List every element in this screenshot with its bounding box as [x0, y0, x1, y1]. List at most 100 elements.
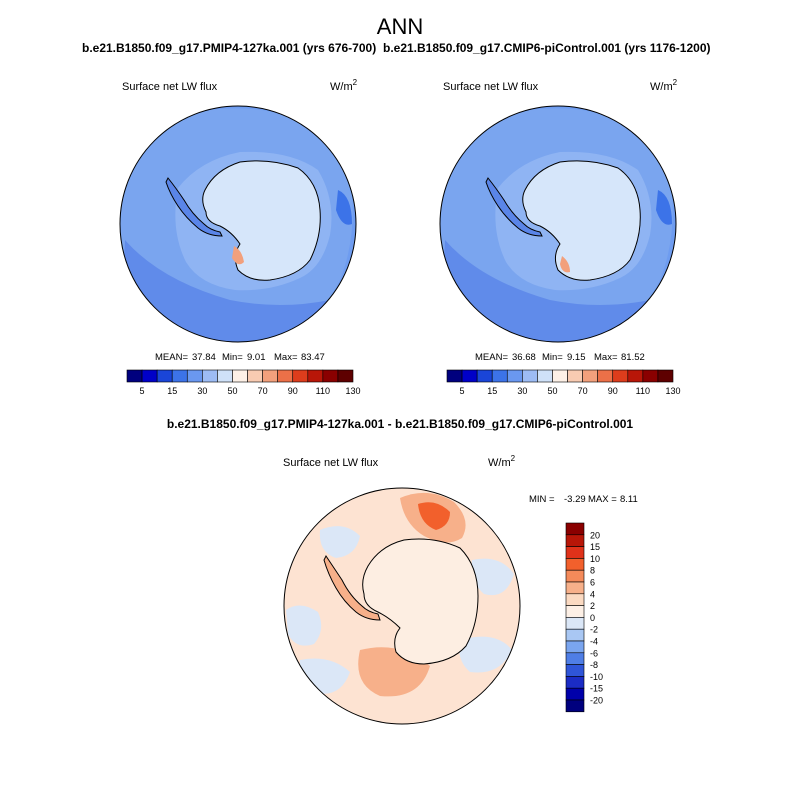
panel-a-colorbar-swatch	[141, 369, 158, 383]
panel-b-mean-label: MEAN=	[475, 352, 508, 363]
panel-c-stats: MIN = -3.29 MAX = 8.11	[529, 494, 638, 505]
panel-b-warm-spot	[560, 256, 570, 273]
panel-a-colorbar-tick-label: 110	[316, 386, 330, 396]
panel-b-colorbar-swatch	[446, 369, 463, 383]
panel-b-units-exp: 2	[673, 78, 678, 87]
panel-b-colorbar-tick-label: 50	[547, 386, 557, 396]
panel-c-negative-north	[319, 526, 360, 558]
panel-b-continent	[522, 160, 641, 281]
panel-a-colorbar-swatch	[202, 369, 218, 383]
panel-c-colorbar-swatch	[565, 581, 585, 595]
panel-a-peninsula	[165, 177, 223, 237]
panel-c-colorbar-swatch	[565, 617, 585, 630]
panel-a-colorbar-swatch	[247, 369, 263, 383]
panel-c-colorbar-swatch	[565, 546, 585, 559]
panel-c-units-base: W/m	[488, 457, 511, 469]
panel-c-colorbar-tick-label: 4	[590, 589, 595, 599]
panel-c-colorbar-swatch	[565, 593, 585, 606]
panel-a-units-base: W/m	[330, 81, 353, 93]
panel-a-colorbar-swatch	[262, 369, 278, 383]
panel-b-units-base: W/m	[650, 81, 673, 93]
panel-c-colorbar-swatch	[565, 558, 585, 571]
panel-b-map-border	[439, 105, 677, 343]
panel-c-peninsula	[323, 555, 381, 621]
panel-c-colorbar-swatch	[565, 628, 585, 642]
panel-c-colorbar-swatch	[565, 569, 585, 583]
panel-b-colorbar-swatch	[461, 369, 478, 383]
panel-c-colorbar-swatch	[565, 534, 585, 547]
panel-b-colorbar-swatch	[612, 369, 629, 383]
panel-c-colorbar-tick-label: 6	[590, 578, 595, 588]
panel-a-east-hotspot	[336, 190, 352, 225]
panel-b-min: 9.15	[567, 352, 586, 363]
panel-a-colorbar-swatch	[232, 369, 248, 383]
panel-b-colorbar-swatch	[491, 369, 508, 383]
panel-b-colorbar-swatch	[522, 369, 538, 383]
panel-b-stats: MEAN= 36.68 Min= 9.15 Max= 81.52	[475, 352, 645, 363]
panel-c-colorbar-tick-label: -20	[590, 696, 603, 706]
panel-c-units: W/m2	[488, 454, 516, 469]
panel-c-map-border	[283, 487, 521, 725]
panel-b-east-hotspot	[656, 190, 672, 225]
panel-b-colorbar-tick-label: 70	[578, 386, 588, 396]
panel-c-negative-se	[459, 636, 512, 673]
panel-a-variable: Surface net LW flux	[122, 81, 218, 93]
panel-a-colorbar-tick-label: 30	[197, 386, 207, 396]
panel-b-mean: 36.68	[512, 352, 536, 363]
panel-a-units-exp: 2	[353, 78, 358, 87]
panel-c-colorbar-tick-label: 10	[590, 554, 600, 564]
panel-a-units: W/m2	[330, 78, 358, 93]
panel-b-colorbar-swatch	[476, 369, 493, 383]
panel-a-stats: MEAN= 37.84 Min= 9.01 Max= 83.47	[155, 352, 325, 363]
panel-b-colorbar-swatch	[567, 369, 583, 383]
panel-b-colorbar-swatch	[642, 369, 659, 383]
panel-b-max: 81.52	[621, 352, 645, 363]
panel-b-peninsula	[485, 177, 543, 237]
panel-c-colorbar-swatch	[565, 640, 585, 654]
panel-b-colorbar-swatch	[582, 369, 598, 383]
panel-c-map: Surface net LW flux W/m2 MIN = -3.29 MAX…	[283, 454, 638, 725]
panel-c-colorbar-tick-label: -15	[590, 684, 603, 694]
panel-c-colorbar-swatch	[565, 664, 585, 677]
panel-c-colorbar-swatch	[565, 652, 585, 665]
panel-b-colorbar: 5 15 30 50 70 90 110 130	[446, 369, 681, 396]
panel-a-colorbar-swatch	[277, 369, 294, 383]
panel-a-colorbar-swatch	[217, 369, 233, 383]
panel-a-max-label: Max=	[274, 352, 298, 363]
panel-a-colorbar-tick-label: 50	[227, 386, 237, 396]
panel-c-min-label: MIN =	[529, 494, 555, 505]
panel-b-deep-band	[440, 240, 672, 342]
panel-a-colorbar-tick-label: 90	[288, 386, 298, 396]
panel-c-max: 8.11	[620, 494, 638, 505]
panel-c-colorbar-tick-label: -4	[590, 637, 598, 647]
panel-a-map-border	[119, 105, 357, 343]
panel-b-colorbar-tick-label: 90	[608, 386, 618, 396]
panel-c-colorbar-swatch	[565, 676, 585, 689]
panel-c-colorbar-tick-label: 2	[590, 601, 595, 611]
panel-c-colorbar-swatch	[565, 605, 585, 618]
panel-b-max-label: Max=	[594, 352, 618, 363]
panel-b-colorbar-swatch	[627, 369, 644, 383]
panel-b-colorbar-swatch	[657, 369, 674, 383]
panel-a-colorbar-swatch	[126, 369, 143, 383]
panel-b-colorbar-tick-label: 15	[487, 386, 497, 396]
panel-b-colorbar-tick-label: 5	[460, 386, 465, 396]
panel-c-continent	[362, 538, 479, 665]
panel-c-colorbar-tick-label: -10	[590, 672, 603, 682]
panel-a-colorbar-swatch	[322, 369, 339, 383]
panel-c-peak	[418, 502, 450, 530]
panel-a-colorbar: 5 15 30 50 70 90 110 130	[126, 369, 361, 396]
panel-b-map: Surface net LW flux W/m2 MEAN= 36.68 Min…	[439, 78, 681, 396]
panel-a-mean-label: MEAN=	[155, 352, 188, 363]
panel-c-colorbar-swatch	[565, 522, 585, 536]
panel-a-colorbar-swatch	[292, 369, 309, 383]
panel-c-min: -3.29	[564, 494, 586, 505]
panel-b-colorbar-swatch	[597, 369, 614, 383]
panel-a-colorbar-tick-label: 5	[140, 386, 145, 396]
panel-c-colorbar-tick-label: -8	[590, 660, 598, 670]
panel-a-colorbar-swatch	[171, 369, 188, 383]
panel-c-colorbar-tick-label: 8	[590, 566, 595, 576]
panel-b-min-label: Min=	[542, 352, 563, 363]
